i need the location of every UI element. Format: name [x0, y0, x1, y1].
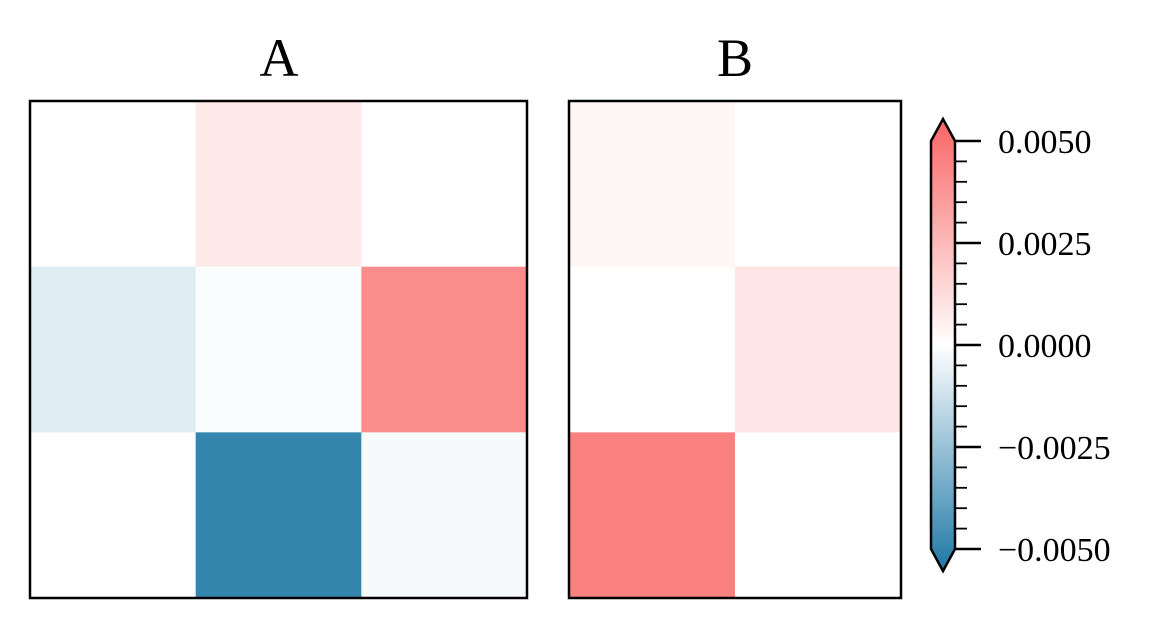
- heatmap-a-cell-r1-c0: [30, 266, 197, 433]
- heatmap-a-cell-r1-c1: [195, 266, 362, 433]
- colorbar-tick-label: 0.0000: [998, 328, 1092, 365]
- heatmap-a-cell-r2-c2: [361, 432, 528, 599]
- colorbar-tick-labels: 0.0050 0.0025 0.0000 −0.0025 −0.0050: [998, 124, 1111, 569]
- heatmap-panel-a: A: [28, 28, 529, 600]
- panel-a-title: A: [260, 28, 299, 88]
- colorbar-tick-label: −0.0050: [998, 532, 1111, 569]
- heatmap-a-cell-r0-c1: [195, 101, 362, 268]
- heatmap-b-frame: [567, 99, 903, 600]
- heatmap-b-cell-r1-c1: [735, 266, 902, 433]
- heatmap-b-cell-r0-c1: [735, 101, 902, 268]
- heatmap-b-cell-r0-c0: [569, 101, 736, 268]
- colorbar-tick-label: 0.0025: [998, 226, 1092, 263]
- heatmap-b-cell-r2-c0: [569, 432, 736, 599]
- panel-b-title: B: [717, 28, 753, 88]
- heatmap-b-cell-r2-c1: [735, 432, 902, 599]
- heatmap-a-cell-r0-c2: [361, 101, 528, 268]
- heatmap-b-cells: [569, 101, 902, 599]
- heatmap-a-cell-r2-c0: [30, 432, 197, 599]
- heatmap-a-cells: [30, 101, 528, 599]
- colorbar-body: [929, 116, 957, 574]
- heatmap-panel-b: B: [567, 28, 903, 600]
- colorbar-ticks: [955, 139, 981, 551]
- colorbar: 0.0050 0.0025 0.0000 −0.0025 −0.0050: [929, 116, 1111, 574]
- heatmap-a-cell-r0-c0: [30, 101, 197, 268]
- heatmap-a-frame: [28, 99, 529, 600]
- heatmap-a-cell-r1-c2: [361, 266, 528, 433]
- heatmap-b-cell-r1-c0: [569, 266, 736, 433]
- heatmap-a-cell-r2-c1: [195, 432, 362, 599]
- colorbar-tick-label: 0.0050: [998, 124, 1092, 161]
- colorbar-tick-label: −0.0025: [998, 430, 1111, 467]
